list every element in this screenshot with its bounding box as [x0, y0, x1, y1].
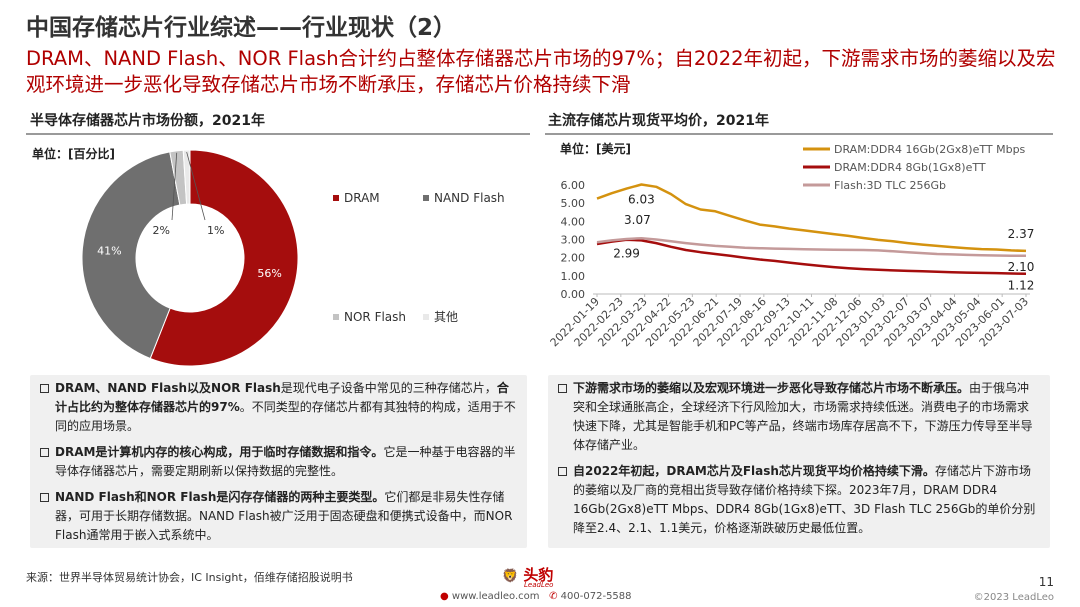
- checkbox-icon: [40, 448, 49, 457]
- pie-data-label-3: 1%: [207, 224, 224, 237]
- line-unit-label: 单位：[美元]: [560, 141, 631, 156]
- checkbox-icon: [40, 384, 49, 393]
- source-note: 来源：世界半导体贸易统计协会，IC Insight，佰维存储招股说明书: [26, 571, 353, 584]
- series-data-label-1-0: 2.99: [613, 247, 640, 261]
- pie-legend-swatch-2: [333, 314, 339, 320]
- charts-canvas: 单位：[百分比] 56% 41% 2% 1% DRAM NAND Flash NOR Flas…: [32, 141, 1035, 367]
- right-bullet-0: 下游需求市场的萎缩以及宏观环境进一步恶化导致存储芯片市场不断承压。由于俄乌冲突和…: [558, 379, 1040, 455]
- pie-unit-label: 单位：[百分比]: [32, 146, 115, 161]
- website-link[interactable]: www.leadleo.com: [451, 591, 540, 602]
- pie-data-label-1: 41%: [97, 244, 121, 257]
- series-line-2: [596, 236, 1027, 258]
- phone-number: 400-072-5588: [560, 591, 632, 602]
- web-icon: ●: [440, 591, 449, 602]
- pie-legend-label-2: NOR Flash: [344, 310, 406, 324]
- left-bullet-2: NAND Flash和NOR Flash是闪存存储器的两种主要类型。它们都是非易…: [40, 488, 517, 545]
- pie-legend-label-1: NAND Flash: [434, 191, 505, 205]
- checkbox-icon: [558, 384, 567, 393]
- right-bullet-1: 自2022年初起，DRAM芯片及Flash芯片现货平均价格持续下滑。存储芯片下游…: [558, 462, 1040, 538]
- footer-contact: ● www.leadleo.com ✆ 400-072-5588: [440, 591, 632, 602]
- series-line-0: [596, 183, 1027, 253]
- pie-leader-line-2: [171, 152, 178, 221]
- left-panel-title: 半导体存储器芯片市场份额，2021年: [30, 113, 265, 129]
- checkbox-icon: [40, 493, 49, 502]
- y-tick-label-4: 4.00: [561, 215, 586, 228]
- page-subtitle: DRAM、NAND Flash、NOR Flash合计约占整体存储器芯片市场的9…: [26, 47, 1056, 96]
- pie-legend-label-0: DRAM: [344, 191, 380, 205]
- line-legend-label-1: DRAM:DDR4 8Gb(1Gx8)eTT: [834, 161, 986, 174]
- series-data-label-0-1: 2.37: [1008, 227, 1035, 241]
- logo-subtext: LeadLeo: [524, 581, 554, 589]
- right-panel-title: 主流存储芯片现货平均价，2021年: [548, 113, 769, 129]
- pie-slice-3: [182, 149, 191, 205]
- series-line-1: [596, 238, 1027, 275]
- checkbox-icon: [558, 467, 567, 476]
- page-title: 中国存储芯片行业综述——行业现状（2）: [26, 15, 457, 41]
- right-bullets-panel: 下游需求市场的萎缩以及宏观环境进一步恶化导致存储芯片市场不断承压。由于俄乌冲突和…: [548, 375, 1050, 548]
- y-tick-label-0: 0.00: [561, 288, 586, 301]
- y-tick-label-3: 3.00: [561, 234, 586, 247]
- copyright: ©2023 LeadLeo: [973, 592, 1054, 603]
- pie-leader-line-3: [186, 151, 206, 221]
- leadleo-logo: 🦁 头豹: [502, 566, 554, 584]
- left-bullet-0: DRAM、NAND Flash以及NOR Flash是现代电子设备中常见的三种存…: [40, 379, 517, 436]
- left-bullets-panel: DRAM、NAND Flash以及NOR Flash是现代电子设备中常见的三种存…: [30, 375, 527, 548]
- y-tick-label-6: 6.00: [561, 179, 586, 192]
- page-number: 11: [1038, 575, 1054, 589]
- pie-slice-1: [81, 151, 181, 360]
- pie-slice-0: [149, 149, 299, 367]
- phone-icon: ✆: [549, 591, 558, 602]
- line-legend-label-2: Flash:3D TLC 256Gb: [834, 179, 946, 192]
- y-tick-label-2: 2.00: [561, 252, 586, 265]
- series-data-label-2-1: 2.10: [1008, 260, 1035, 274]
- pie-data-label-0: 56%: [257, 267, 281, 280]
- pie-data-label-2: 2%: [153, 224, 170, 237]
- right-panel-divider: [545, 133, 1053, 135]
- pie-legend-swatch-3: [423, 314, 429, 320]
- series-data-label-0-0: 6.03: [628, 192, 655, 206]
- y-tick-label-1: 1.00: [561, 270, 586, 283]
- left-bullet-1: DRAM是计算机内存的核心构成，用于临时存储数据和指令。它是一种基于电容器的半导…: [40, 443, 517, 481]
- line-legend-label-0: DRAM:DDR4 16Gb(2Gx8)eTT Mbps: [834, 143, 1026, 156]
- pie-legend-swatch-0: [333, 195, 339, 201]
- pie-legend-swatch-1: [423, 195, 429, 201]
- series-data-label-2-0: 3.07: [624, 213, 651, 227]
- y-tick-label-5: 5.00: [561, 197, 586, 210]
- series-data-label-1-1: 1.12: [1008, 279, 1035, 293]
- pie-legend-label-3: 其他: [434, 310, 458, 324]
- left-panel-divider: [26, 133, 530, 135]
